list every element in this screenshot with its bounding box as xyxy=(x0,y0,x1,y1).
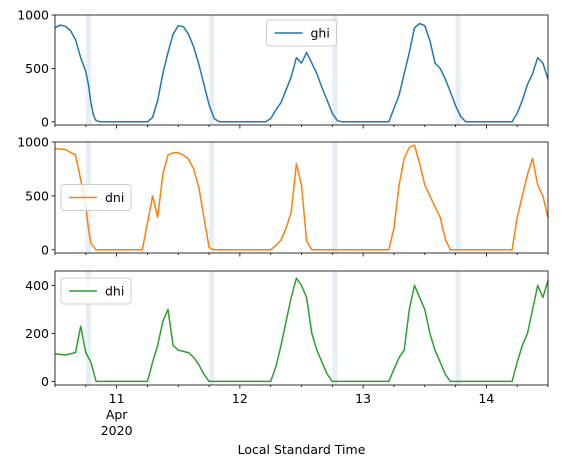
legend-label-dhi: dhi xyxy=(105,284,124,299)
x-axis-label: Local Standard Time xyxy=(238,442,366,457)
y-tick-label: 1000 xyxy=(17,8,49,23)
legend-label-ghi: ghi xyxy=(311,26,330,41)
x-tick-label: 13 xyxy=(355,391,371,406)
x-tick-label: 11 xyxy=(109,391,125,406)
series-line-ghi xyxy=(54,22,549,123)
shaded-span xyxy=(332,271,338,385)
legend-label-dni: dni xyxy=(105,190,124,205)
shaded-span xyxy=(209,271,215,385)
y-tick-label: 1000 xyxy=(17,135,49,150)
x-tick-label: Apr xyxy=(106,407,128,422)
y-tick-label: 0 xyxy=(41,374,49,389)
y-tick-label: 200 xyxy=(25,326,49,341)
y-tick-label: 0 xyxy=(41,114,49,129)
shaded-span xyxy=(209,142,215,253)
y-tick-label: 500 xyxy=(25,61,49,76)
shaded-span xyxy=(332,142,338,253)
series-line-dhi xyxy=(54,277,549,383)
y-tick-label: 500 xyxy=(25,188,49,203)
shaded-span xyxy=(455,15,461,125)
x-tick-label: 2020 xyxy=(101,423,133,438)
x-tick-label: 14 xyxy=(478,391,494,406)
y-tick-label: 400 xyxy=(25,278,49,293)
shaded-span xyxy=(332,15,338,125)
shaded-span xyxy=(455,142,461,253)
shaded-span xyxy=(85,271,91,385)
y-tick-label: 0 xyxy=(41,242,49,257)
shaded-span xyxy=(85,15,91,125)
x-tick-label: 12 xyxy=(232,391,248,406)
shaded-span xyxy=(209,15,215,125)
shaded-span xyxy=(455,271,461,385)
series-line-dni xyxy=(54,144,549,251)
